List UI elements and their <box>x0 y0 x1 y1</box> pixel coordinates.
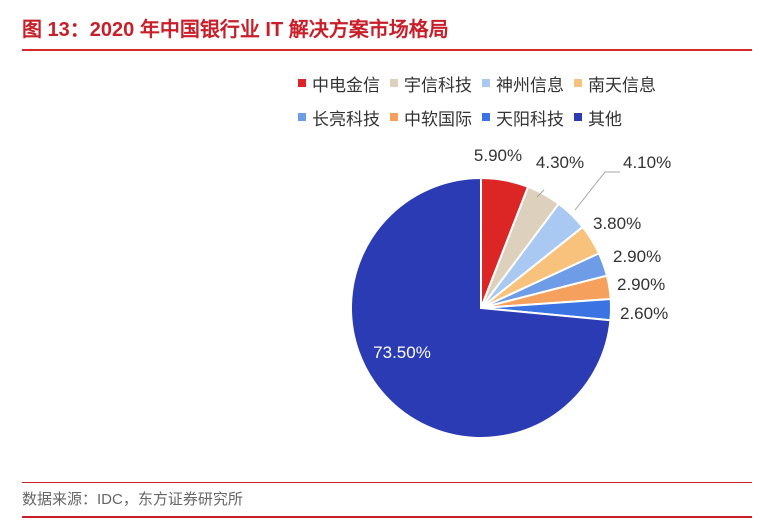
legend-swatch <box>574 113 582 121</box>
data-label: 4.30% <box>536 153 584 172</box>
legend-swatch <box>298 79 306 87</box>
legend-item: 中电金信 <box>298 71 380 96</box>
source-note: 数据来源：IDC，东方证券研究所 <box>22 491 243 508</box>
data-label: 2.90% <box>613 247 661 266</box>
data-label: 3.80% <box>593 214 641 233</box>
legend-label: 其他 <box>588 109 622 129</box>
bottom-divider <box>22 516 752 518</box>
leader-line <box>574 171 620 211</box>
legend-label: 神州信息 <box>496 75 564 95</box>
pie-slice <box>350 176 612 439</box>
legend-item: 宇信科技 <box>390 71 472 96</box>
title-divider <box>22 49 752 51</box>
legend-label: 中软国际 <box>404 109 472 129</box>
chart-legend: 中电金信 宇信科技 神州信息 南天信息长亮科技 中软国际 天阳科技 其他 <box>298 66 718 134</box>
legend-swatch <box>390 79 398 87</box>
legend-item: 长亮科技 <box>298 105 380 130</box>
legend-row: 中电金信 宇信科技 神州信息 南天信息 <box>298 66 718 100</box>
legend-item: 其他 <box>574 105 622 130</box>
legend-swatch <box>390 113 398 121</box>
legend-swatch <box>482 79 490 87</box>
data-label: 4.10% <box>623 153 671 172</box>
legend-item: 南天信息 <box>574 71 656 96</box>
legend-label: 宇信科技 <box>404 75 472 95</box>
legend-label: 天阳科技 <box>496 109 564 129</box>
figure-title: 图 13：2020 年中国银行业 IT 解决方案市场格局 <box>22 19 449 41</box>
leader-line <box>536 189 545 198</box>
footer-divider <box>22 482 752 483</box>
data-label: 2.60% <box>620 304 668 323</box>
legend-label: 长亮科技 <box>312 109 380 129</box>
legend-swatch <box>298 113 306 121</box>
legend-item: 中软国际 <box>390 105 472 130</box>
data-label: 73.50% <box>373 343 431 362</box>
data-label: 2.90% <box>617 275 665 294</box>
legend-label: 南天信息 <box>588 75 656 95</box>
legend-swatch <box>574 79 582 87</box>
legend-row: 长亮科技 中软国际 天阳科技 其他 <box>298 100 718 134</box>
legend-label: 中电金信 <box>312 75 380 95</box>
legend-swatch <box>482 113 490 121</box>
legend-item: 神州信息 <box>482 71 564 96</box>
data-label: 5.90% <box>474 146 522 165</box>
legend-item: 天阳科技 <box>482 105 564 130</box>
